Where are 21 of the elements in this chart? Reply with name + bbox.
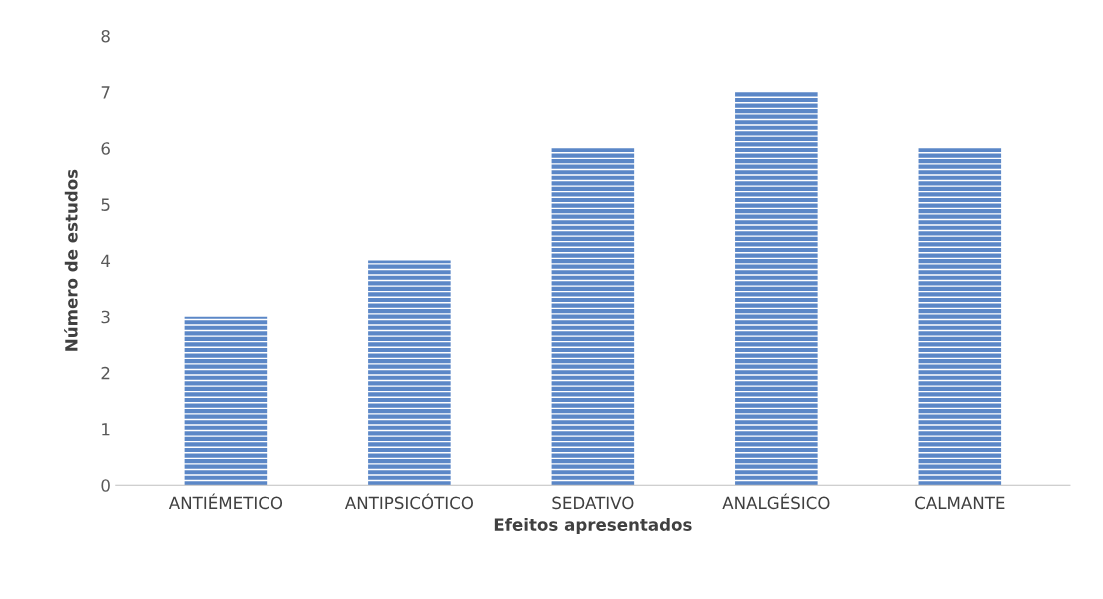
y-tick-label: 7 [101,86,110,99]
y-tick-label: 8 [101,29,110,43]
y-tick-label: 3 [101,310,110,324]
bar [918,148,1002,486]
y-tick-label: 0 [101,479,110,492]
bar [368,260,451,486]
x-tick-label: ANALGÉSICO [722,493,830,510]
y-tick-label: 4 [101,254,111,267]
y-axis-title: Número de estudos [64,169,78,351]
x-axis-title: Efeitos apresentados [494,517,692,535]
y-tick-label: 2 [101,366,110,380]
y-tick-label: 6 [101,142,110,155]
bar [735,92,818,486]
y-tick-label: 1 [102,423,110,436]
x-tick-label: CALMANTE [915,496,1005,510]
bar [551,148,635,486]
x-tick-label: ANTIÉMETICO [168,493,283,510]
x-tick-label: ANTIPSICÓTICO [344,493,473,510]
bar [184,316,268,486]
x-tick-label: SEDATIVO [552,496,634,510]
y-tick-label: 5 [101,198,110,211]
